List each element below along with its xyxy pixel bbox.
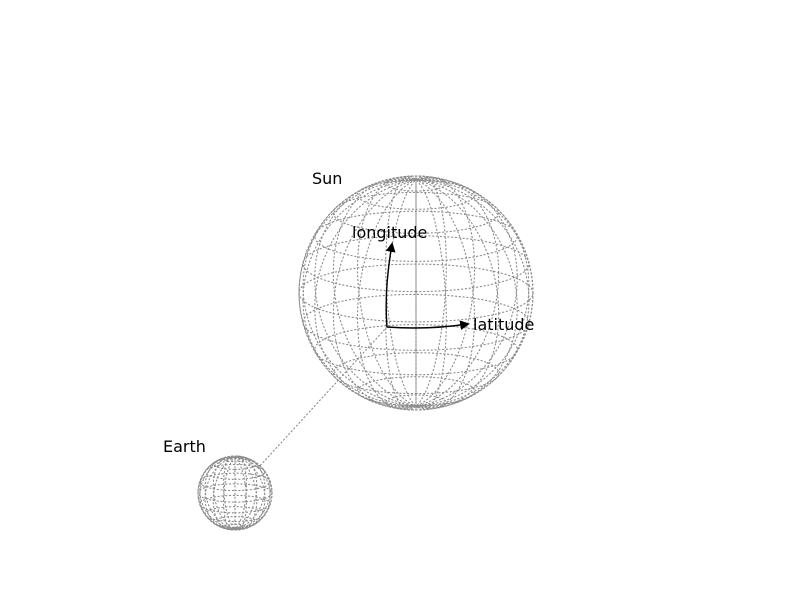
earth-longitude-meridian — [204, 456, 266, 530]
sun-longitude-meridian — [385, 175, 447, 411]
earth-latitude-ring — [199, 472, 271, 492]
sun-longitude-meridian — [356, 176, 476, 410]
sun-longitude-meridian — [356, 176, 476, 410]
sun-longitude-meridian — [314, 178, 518, 408]
earth-longitude-meridian — [223, 455, 247, 531]
longitude-label: longitude — [352, 223, 427, 242]
sun-longitude-meridian — [302, 178, 530, 408]
sun-longitude-meridian — [332, 177, 500, 409]
earth-latitude-ring — [197, 483, 273, 503]
earth-latitude-ring — [204, 506, 266, 523]
latitude-label: latitude — [473, 315, 534, 334]
sun-latitude-ring — [302, 293, 530, 351]
sun-longitude-meridian — [302, 178, 530, 408]
earth-latitude-ring — [212, 458, 258, 470]
sun-longitude-meridian — [314, 178, 518, 408]
sun-longitude-meridian — [332, 177, 500, 409]
earth-sphere — [197, 455, 273, 531]
sun-longitude-meridian — [385, 175, 447, 411]
sun-label: Sun — [312, 169, 342, 188]
earth-longitude-meridian — [199, 456, 271, 530]
earth-longitude-meridian — [204, 456, 266, 530]
longitude-arrow — [385, 242, 396, 328]
earth-longitude-meridian — [212, 455, 258, 531]
earth-latitude-ring — [199, 494, 271, 514]
earth-label: Earth — [163, 437, 206, 456]
earth-longitude-meridian — [197, 456, 273, 530]
latitude-arrow — [386, 320, 470, 331]
sun-longitude-meridian — [298, 179, 534, 407]
sun-earth-line — [257, 326, 388, 469]
sun-sphere — [298, 175, 534, 411]
